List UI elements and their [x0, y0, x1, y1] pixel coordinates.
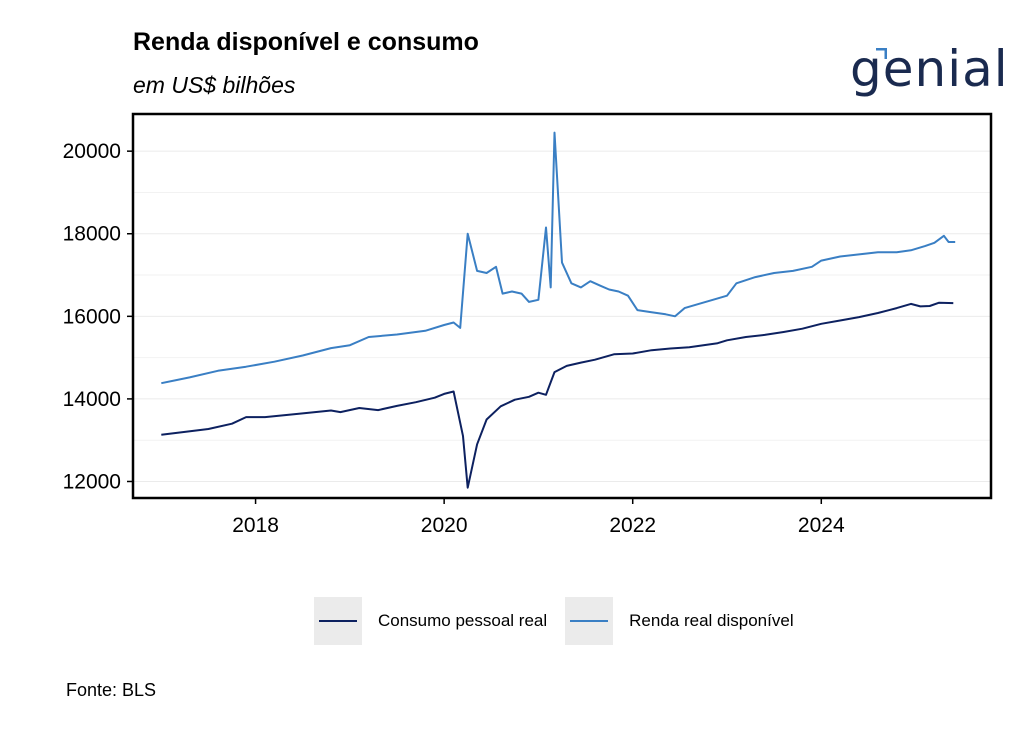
legend-key-consumo	[314, 597, 362, 645]
x-tick-label: 2020	[421, 514, 468, 537]
chart-subtitle: em US$ bilhões	[133, 72, 296, 98]
y-tick-label: 14000	[63, 388, 121, 411]
plot-border	[131, 112, 993, 500]
legend-label-consumo: Consumo pessoal real	[378, 611, 548, 630]
y-tick-label: 20000	[63, 140, 121, 163]
y-tick-label: 12000	[63, 470, 121, 493]
legend-item-renda: Renda real disponível	[565, 597, 811, 645]
x-tick-label: 2018	[232, 514, 279, 537]
source-note: Fonte: BLS	[66, 680, 157, 700]
x-axis: 2018 2020 2022 2024	[232, 498, 845, 537]
logo-accent-icon	[876, 48, 887, 59]
x-tick-label: 2022	[609, 514, 656, 537]
legend: Consumo pessoal real Renda real disponív…	[314, 597, 812, 645]
legend-key-renda	[565, 597, 614, 645]
chart-title: Renda disponível e consumo	[133, 28, 479, 56]
series-lines	[161, 131, 956, 489]
series-line-consumo	[161, 301, 954, 489]
y-axis: 12000 14000 16000 18000 20000	[63, 140, 133, 493]
x-tick-label: 2024	[798, 514, 845, 537]
legend-label-renda: Renda real disponível	[629, 611, 794, 630]
y-tick-label: 16000	[63, 305, 121, 328]
legend-item-consumo: Consumo pessoal real	[314, 597, 565, 645]
y-tick-label: 18000	[63, 223, 121, 246]
series-line-renda	[161, 131, 956, 385]
grid-lines	[133, 150, 991, 482]
genial-logo: genial	[850, 40, 1008, 110]
plot-background	[133, 114, 991, 498]
